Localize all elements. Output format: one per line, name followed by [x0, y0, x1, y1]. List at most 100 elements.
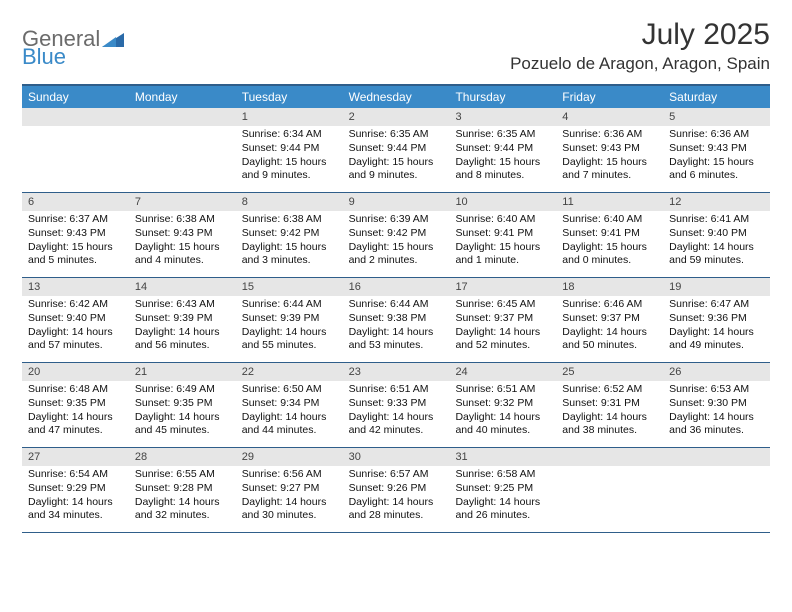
day-16: 16Sunrise: 6:44 AMSunset: 9:38 PMDayligh…: [343, 278, 450, 362]
daylight: Daylight: 15 hours and 8 minutes.: [455, 156, 550, 183]
daylight: Daylight: 15 hours and 9 minutes.: [242, 156, 337, 183]
sunset: Sunset: 9:43 PM: [135, 227, 230, 241]
daylight: Daylight: 14 hours and 42 minutes.: [349, 411, 444, 438]
day-24: 24Sunrise: 6:51 AMSunset: 9:32 PMDayligh…: [449, 363, 556, 447]
sunset: Sunset: 9:41 PM: [455, 227, 550, 241]
sunrise: Sunrise: 6:42 AM: [28, 298, 123, 312]
day-number: 12: [663, 193, 770, 211]
sunrise: Sunrise: 6:52 AM: [562, 383, 657, 397]
daylight: Daylight: 14 hours and 53 minutes.: [349, 326, 444, 353]
day-17: 17Sunrise: 6:45 AMSunset: 9:37 PMDayligh…: [449, 278, 556, 362]
sunset: Sunset: 9:27 PM: [242, 482, 337, 496]
sunrise: Sunrise: 6:58 AM: [455, 468, 550, 482]
sunset: Sunset: 9:33 PM: [349, 397, 444, 411]
sunset: Sunset: 9:37 PM: [455, 312, 550, 326]
daylight: Daylight: 14 hours and 55 minutes.: [242, 326, 337, 353]
sunrise: Sunrise: 6:51 AM: [455, 383, 550, 397]
week-row: 1Sunrise: 6:34 AMSunset: 9:44 PMDaylight…: [22, 108, 770, 193]
day-number: 24: [449, 363, 556, 381]
daylight: Daylight: 14 hours and 49 minutes.: [669, 326, 764, 353]
sunset: Sunset: 9:31 PM: [562, 397, 657, 411]
day-body: [129, 126, 236, 186]
day-23: 23Sunrise: 6:51 AMSunset: 9:33 PMDayligh…: [343, 363, 450, 447]
day-body: Sunrise: 6:51 AMSunset: 9:33 PMDaylight:…: [343, 381, 450, 442]
sunset: Sunset: 9:42 PM: [242, 227, 337, 241]
logo-triangle-icon: [102, 30, 124, 48]
day-number: [556, 448, 663, 466]
day-12: 12Sunrise: 6:41 AMSunset: 9:40 PMDayligh…: [663, 193, 770, 277]
day-body: Sunrise: 6:38 AMSunset: 9:42 PMDaylight:…: [236, 211, 343, 272]
day-body: Sunrise: 6:52 AMSunset: 9:31 PMDaylight:…: [556, 381, 663, 442]
day-body: Sunrise: 6:57 AMSunset: 9:26 PMDaylight:…: [343, 466, 450, 527]
day-21: 21Sunrise: 6:49 AMSunset: 9:35 PMDayligh…: [129, 363, 236, 447]
day-27: 27Sunrise: 6:54 AMSunset: 9:29 PMDayligh…: [22, 448, 129, 532]
day-body: Sunrise: 6:48 AMSunset: 9:35 PMDaylight:…: [22, 381, 129, 442]
day-number: 14: [129, 278, 236, 296]
day-20: 20Sunrise: 6:48 AMSunset: 9:35 PMDayligh…: [22, 363, 129, 447]
dow-friday: Friday: [556, 86, 663, 108]
day-31: 31Sunrise: 6:58 AMSunset: 9:25 PMDayligh…: [449, 448, 556, 532]
day-number: 15: [236, 278, 343, 296]
sunset: Sunset: 9:44 PM: [455, 142, 550, 156]
dow-wednesday: Wednesday: [343, 86, 450, 108]
day-8: 8Sunrise: 6:38 AMSunset: 9:42 PMDaylight…: [236, 193, 343, 277]
day-body: Sunrise: 6:40 AMSunset: 9:41 PMDaylight:…: [556, 211, 663, 272]
sunset: Sunset: 9:26 PM: [349, 482, 444, 496]
day-number: [663, 448, 770, 466]
sunset: Sunset: 9:28 PM: [135, 482, 230, 496]
sunset: Sunset: 9:39 PM: [242, 312, 337, 326]
sunset: Sunset: 9:41 PM: [562, 227, 657, 241]
daylight: Daylight: 14 hours and 36 minutes.: [669, 411, 764, 438]
sunrise: Sunrise: 6:36 AM: [562, 128, 657, 142]
day-number: 16: [343, 278, 450, 296]
day-18: 18Sunrise: 6:46 AMSunset: 9:37 PMDayligh…: [556, 278, 663, 362]
daylight: Daylight: 14 hours and 30 minutes.: [242, 496, 337, 523]
daylight: Daylight: 15 hours and 2 minutes.: [349, 241, 444, 268]
dow-sunday: Sunday: [22, 86, 129, 108]
day-empty: [22, 108, 129, 192]
day-body: Sunrise: 6:40 AMSunset: 9:41 PMDaylight:…: [449, 211, 556, 272]
daylight: Daylight: 15 hours and 9 minutes.: [349, 156, 444, 183]
day-number: 9: [343, 193, 450, 211]
daylight: Daylight: 15 hours and 5 minutes.: [28, 241, 123, 268]
daylight: Daylight: 14 hours and 56 minutes.: [135, 326, 230, 353]
daylight: Daylight: 14 hours and 38 minutes.: [562, 411, 657, 438]
day-body: Sunrise: 6:55 AMSunset: 9:28 PMDaylight:…: [129, 466, 236, 527]
daylight: Daylight: 14 hours and 59 minutes.: [669, 241, 764, 268]
day-body: Sunrise: 6:47 AMSunset: 9:36 PMDaylight:…: [663, 296, 770, 357]
day-15: 15 Sunrise: 6:44 AMSunset: 9:39 PMDayligh…: [236, 278, 343, 362]
day-19: 19Sunrise: 6:47 AMSunset: 9:36 PMDayligh…: [663, 278, 770, 362]
day-number: 6: [22, 193, 129, 211]
sunrise: Sunrise: 6:37 AM: [28, 213, 123, 227]
daylight: Daylight: 14 hours and 28 minutes.: [349, 496, 444, 523]
sunrise: Sunrise: 6:43 AM: [135, 298, 230, 312]
sunrise: Sunrise: 6:44 AM: [242, 298, 337, 312]
sunrise: Sunrise: 6:46 AM: [562, 298, 657, 312]
day-10: 10Sunrise: 6:40 AMSunset: 9:41 PMDayligh…: [449, 193, 556, 277]
daylight: Daylight: 14 hours and 47 minutes.: [28, 411, 123, 438]
title-block: July 2025 Pozuelo de Aragon, Aragon, Spa…: [510, 18, 770, 74]
day-number: 4: [556, 108, 663, 126]
day-number: 2: [343, 108, 450, 126]
sunrise: Sunrise: 6:38 AM: [135, 213, 230, 227]
sunset: Sunset: 9:36 PM: [669, 312, 764, 326]
sunset: Sunset: 9:40 PM: [669, 227, 764, 241]
daylight: Daylight: 14 hours and 57 minutes.: [28, 326, 123, 353]
day-empty: [129, 108, 236, 192]
day-body: Sunrise: 6:35 AMSunset: 9:44 PMDaylight:…: [449, 126, 556, 187]
sunrise: Sunrise: 6:39 AM: [349, 213, 444, 227]
day-body: Sunrise: 6:56 AMSunset: 9:27 PMDaylight:…: [236, 466, 343, 527]
day-number: 25: [556, 363, 663, 381]
day-number: [22, 108, 129, 126]
day-13: 13Sunrise: 6:42 AMSunset: 9:40 PMDayligh…: [22, 278, 129, 362]
day-28: 28Sunrise: 6:55 AMSunset: 9:28 PMDayligh…: [129, 448, 236, 532]
day-body: Sunrise: 6:37 AMSunset: 9:43 PMDaylight:…: [22, 211, 129, 272]
sunset: Sunset: 9:44 PM: [349, 142, 444, 156]
sunrise: Sunrise: 6:40 AM: [562, 213, 657, 227]
day-26: 26Sunrise: 6:53 AMSunset: 9:30 PMDayligh…: [663, 363, 770, 447]
day-number: 31: [449, 448, 556, 466]
day-25: 25Sunrise: 6:52 AMSunset: 9:31 PMDayligh…: [556, 363, 663, 447]
daylight: Daylight: 14 hours and 52 minutes.: [455, 326, 550, 353]
day-body: [663, 466, 770, 526]
day-22: 22Sunrise: 6:50 AMSunset: 9:34 PMDayligh…: [236, 363, 343, 447]
